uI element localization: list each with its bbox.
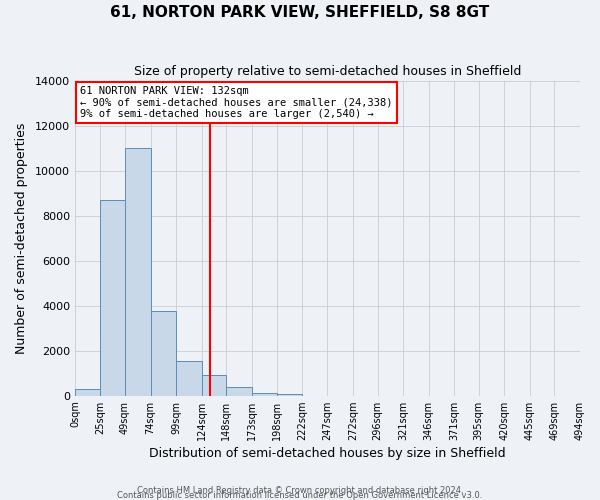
Bar	[277, 394, 302, 396]
Bar	[202, 376, 226, 396]
X-axis label: Distribution of semi-detached houses by size in Sheffield: Distribution of semi-detached houses by …	[149, 447, 506, 460]
Text: 61, NORTON PARK VIEW, SHEFFIELD, S8 8GT: 61, NORTON PARK VIEW, SHEFFIELD, S8 8GT	[110, 5, 490, 20]
Y-axis label: Number of semi-detached properties: Number of semi-detached properties	[15, 122, 28, 354]
Bar	[100, 200, 125, 396]
Bar	[125, 148, 151, 396]
Bar	[252, 394, 277, 396]
Text: 61 NORTON PARK VIEW: 132sqm
← 90% of semi-detached houses are smaller (24,338)
9: 61 NORTON PARK VIEW: 132sqm ← 90% of sem…	[80, 86, 393, 120]
Text: Contains HM Land Registry data © Crown copyright and database right 2024.: Contains HM Land Registry data © Crown c…	[137, 486, 463, 495]
Bar	[176, 361, 202, 396]
Text: Contains public sector information licensed under the Open Government Licence v3: Contains public sector information licen…	[118, 491, 482, 500]
Bar	[226, 387, 252, 396]
Title: Size of property relative to semi-detached houses in Sheffield: Size of property relative to semi-detach…	[134, 65, 521, 78]
Bar	[75, 389, 100, 396]
Bar	[151, 312, 176, 396]
